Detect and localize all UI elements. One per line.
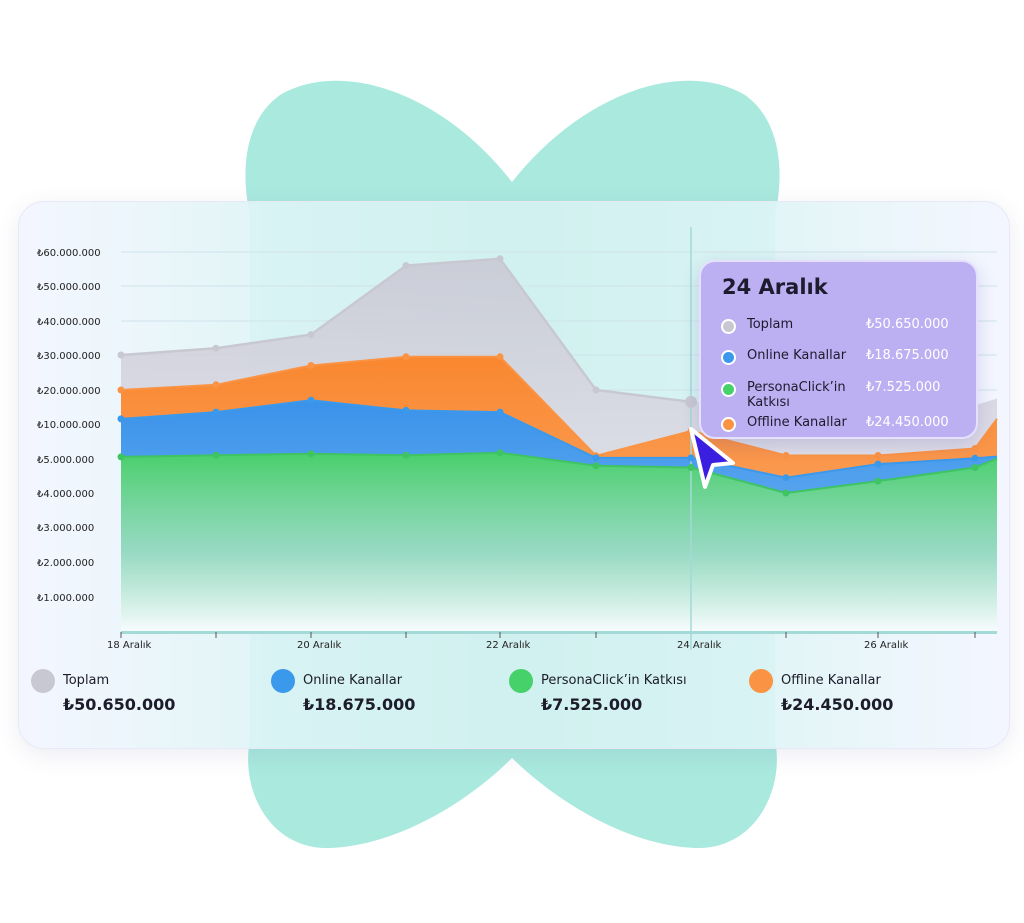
point-green <box>782 489 790 497</box>
point-blue <box>307 396 315 404</box>
tooltip-label: PersonaClick’in Katkısı <box>747 380 846 410</box>
point-grey <box>402 262 410 270</box>
tooltip-label: Toplam <box>747 317 794 332</box>
legend-label: Toplam <box>63 673 110 688</box>
chart-tooltip: 24 Aralık Toplam ₺50.650.000 Online Kanall… <box>699 260 978 439</box>
y-tick-label: ₺40.000.000 <box>37 317 101 328</box>
point-green <box>971 464 979 471</box>
point-blue <box>592 454 600 462</box>
tooltip-label: Offline Kanallar <box>747 415 847 430</box>
area-green <box>121 452 997 632</box>
tooltip-dot <box>721 382 736 397</box>
chart-card: ₺60.000.000 ₺50.000.000 ₺40.000.000 ₺30.000… <box>18 201 1010 749</box>
legend: Toplam ₺50.650.000 Online Kanallar ₺18.675.… <box>31 667 1001 727</box>
y-tick-label: ₺60.000.000 <box>37 248 101 259</box>
x-axis <box>121 631 997 634</box>
x-tick-label: 26 Aralık <box>864 640 909 651</box>
point-blue <box>117 415 125 423</box>
x-tick-label: 24 Aralık <box>677 640 722 651</box>
legend-value: ₺18.675.000 <box>303 695 416 714</box>
point-grey <box>307 331 315 339</box>
point-orange <box>212 381 220 389</box>
tooltip-dot <box>721 350 736 365</box>
y-tick-label: ₺3.000.000 <box>37 523 94 534</box>
legend-value: ₺7.525.000 <box>541 695 643 714</box>
point-green <box>496 449 504 457</box>
point-orange <box>971 445 979 452</box>
point-blue <box>496 408 504 416</box>
point-blue <box>782 474 790 482</box>
y-tick-label: ₺4.000.000 <box>37 489 94 500</box>
point-blue <box>687 454 695 462</box>
point-blue <box>212 408 220 416</box>
legend-dot <box>509 669 533 693</box>
tooltip-value: ₺50.650.000 <box>866 317 949 332</box>
point-green <box>687 464 695 471</box>
point-green <box>212 451 220 459</box>
y-tick-label: ₺2.000.000 <box>37 558 94 569</box>
legend-label: Online Kanallar <box>303 673 403 688</box>
y-tick-label: ₺30.000.000 <box>37 351 101 362</box>
legend-value: ₺50.650.000 <box>63 695 176 714</box>
point-grey <box>685 395 697 408</box>
legend-dot <box>749 669 773 693</box>
point-grey <box>212 344 220 352</box>
tooltip-value: ₺7.525.000 <box>866 380 941 395</box>
legend-dot <box>31 669 55 693</box>
x-tick-label: 22 Aralık <box>486 640 531 651</box>
point-blue <box>971 454 979 462</box>
point-orange <box>782 452 790 459</box>
point-orange <box>874 452 882 459</box>
legend-value: ₺24.450.000 <box>781 695 894 714</box>
point-orange <box>307 362 315 369</box>
point-green <box>307 450 315 458</box>
y-tick-label: ₺50.000.000 <box>37 282 101 293</box>
legend-label: PersonaClick’in Katkısı <box>541 673 687 688</box>
y-tick-label: ₺20.000.000 <box>37 386 101 397</box>
legend-label: Offline Kanallar <box>781 673 881 688</box>
point-green <box>592 462 600 470</box>
x-tick-label: 20 Aralık <box>297 640 342 651</box>
tooltip-dot <box>721 319 736 334</box>
point-green <box>117 453 125 461</box>
point-orange <box>402 353 410 361</box>
point-blue <box>874 460 882 468</box>
point-grey <box>496 255 504 263</box>
mouse-pointer-icon <box>689 427 735 489</box>
tooltip-value: ₺18.675.000 <box>866 348 949 363</box>
point-grey <box>117 351 125 359</box>
point-green <box>402 451 410 459</box>
tooltip-title: 24 Aralık <box>722 275 828 299</box>
stacked-area-chart: ₺60.000.000 ₺50.000.000 ₺40.000.000 ₺30.000… <box>37 227 1009 651</box>
point-grey <box>592 386 600 394</box>
point-orange <box>117 386 125 394</box>
point-blue <box>402 406 410 414</box>
tooltip-dot <box>721 417 736 432</box>
tooltip-value: ₺24.450.000 <box>866 415 949 430</box>
legend-dot <box>271 669 295 693</box>
y-tick-label: ₺1.000.000 <box>37 593 94 604</box>
y-tick-label: ₺10.000.000 <box>37 420 101 431</box>
point-orange <box>496 353 504 361</box>
x-tick-label: 18 Aralık <box>107 640 152 651</box>
tooltip-label: Online Kanallar <box>747 348 847 363</box>
y-tick-label: ₺5.000.000 <box>37 455 94 466</box>
point-green <box>874 477 882 485</box>
